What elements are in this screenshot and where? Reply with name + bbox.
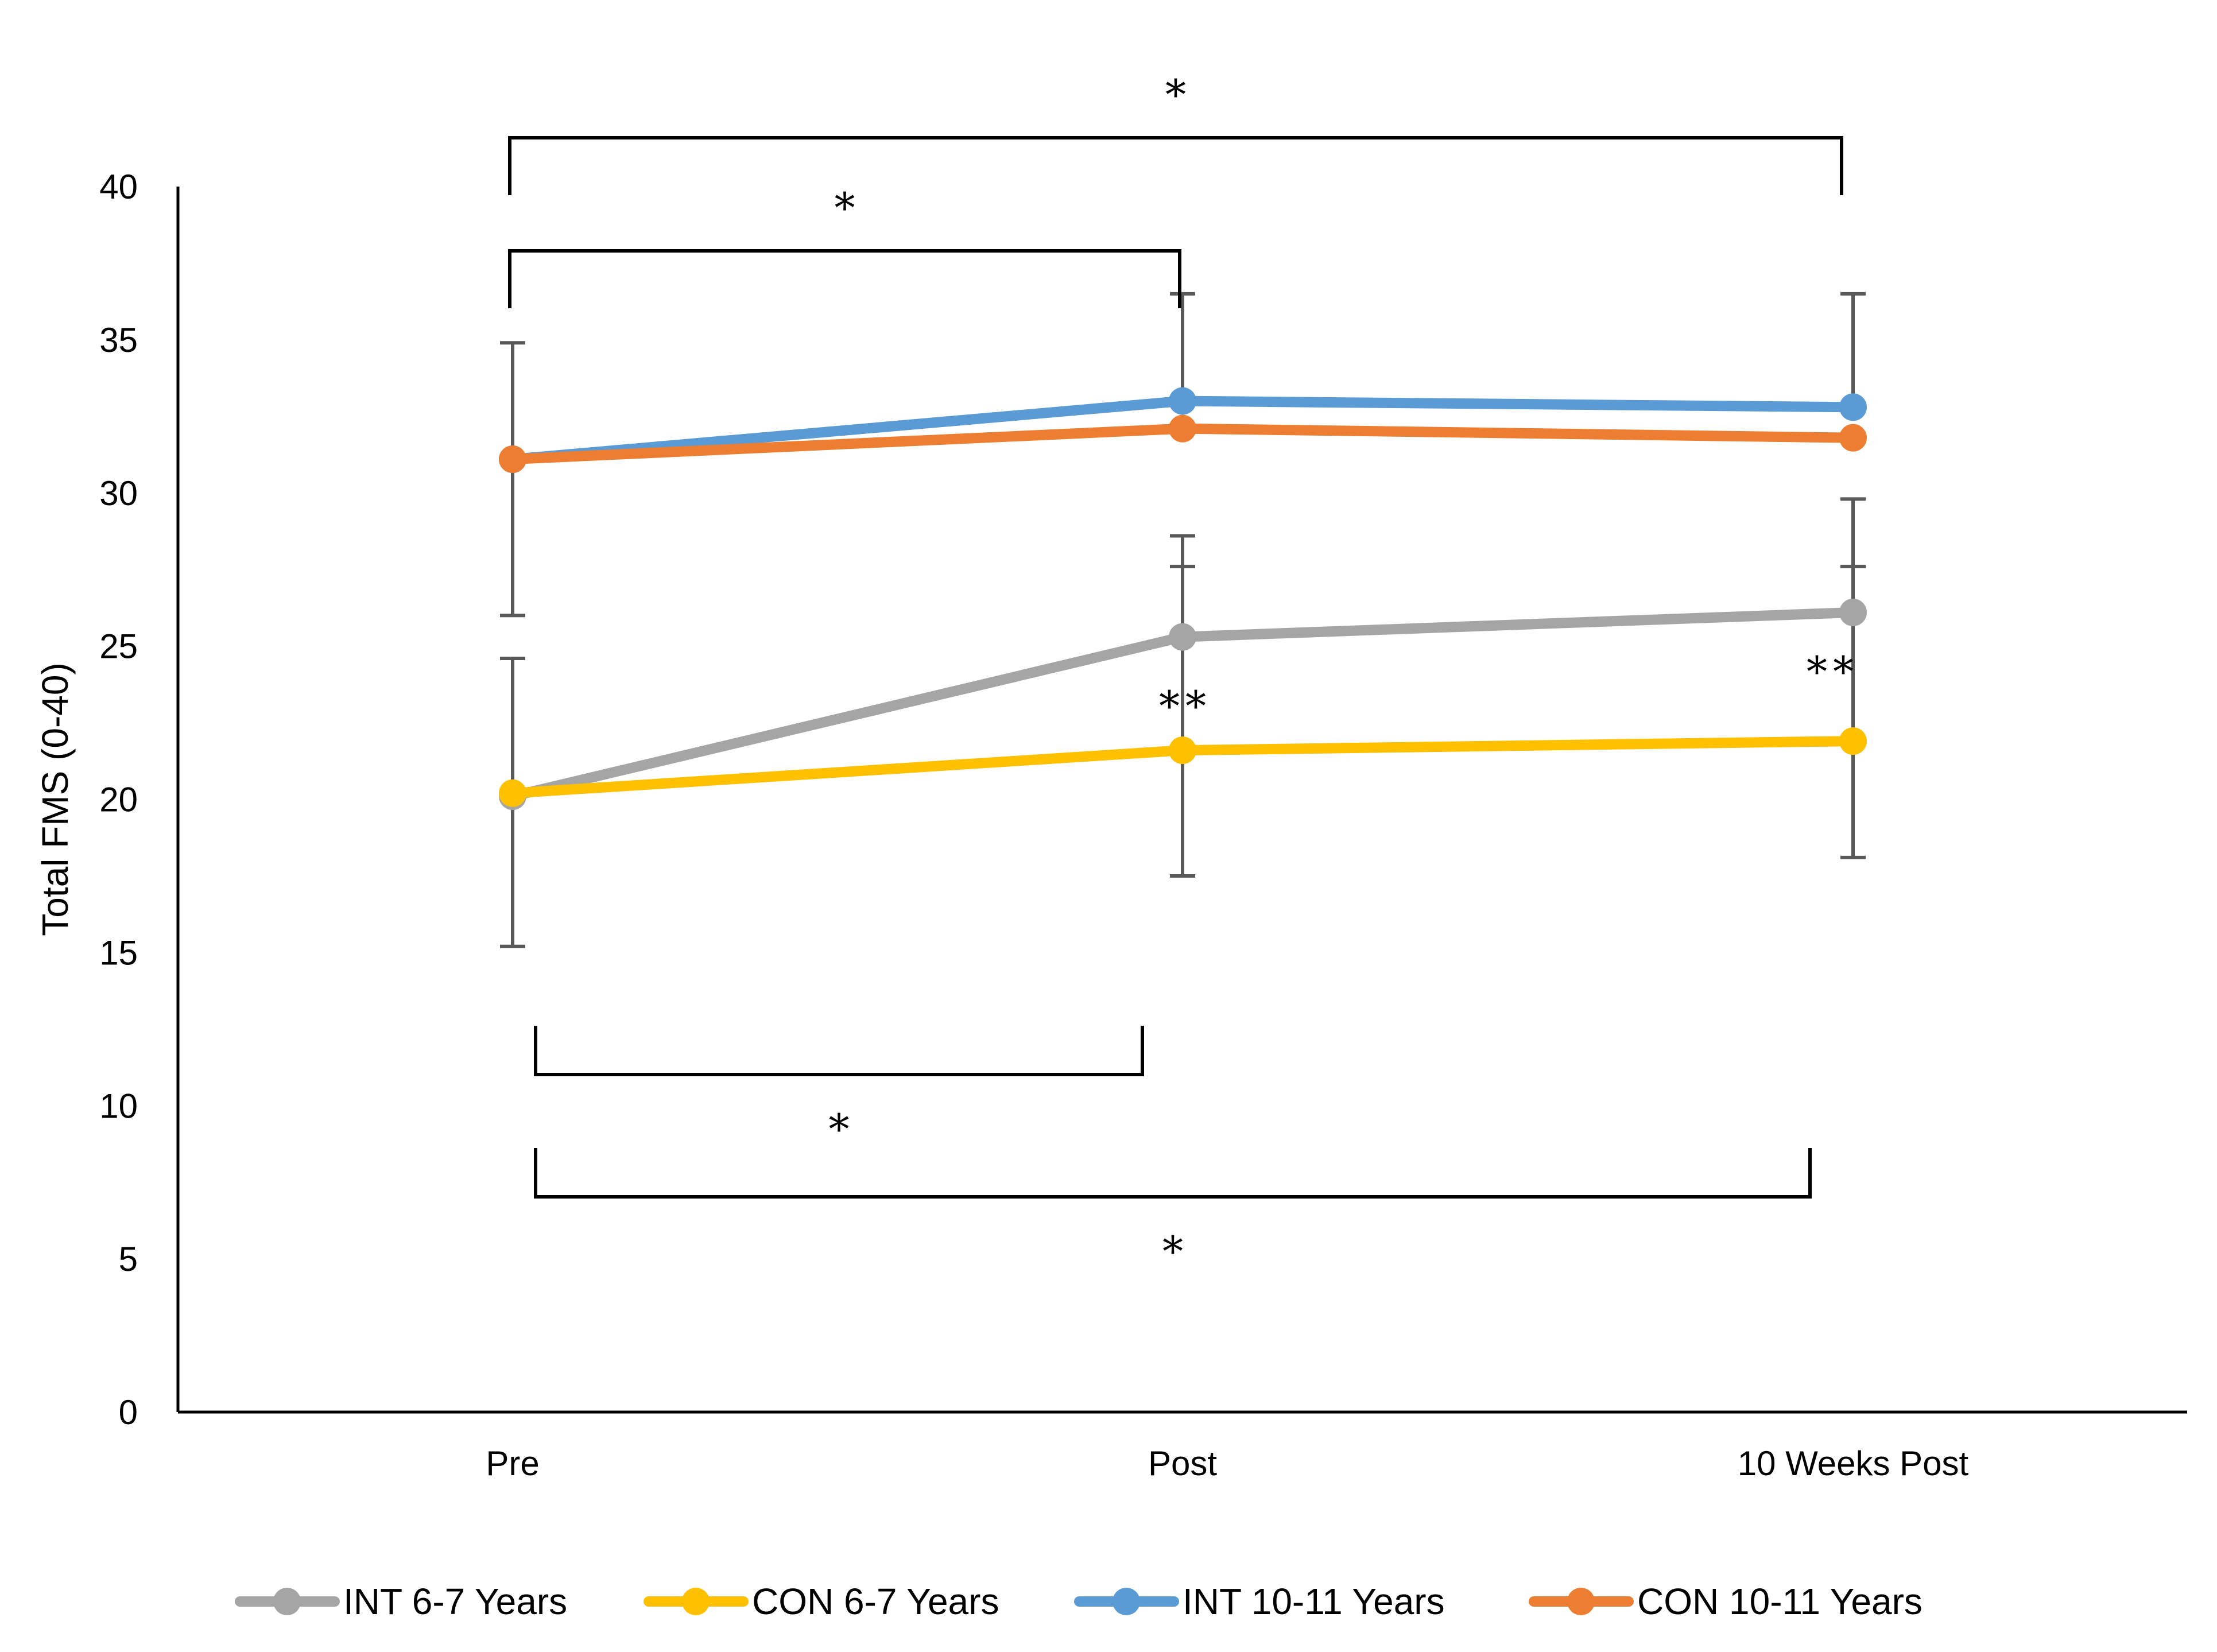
data-point: [499, 445, 526, 474]
y-tick-label: 5: [119, 1240, 138, 1278]
data-point: [1839, 393, 1867, 421]
bracket-pre-10weeks-bottom: [534, 1148, 1812, 1199]
legend-label: CON 10-11 Years: [1637, 1581, 1923, 1622]
legend-swatch-marker: [1113, 1588, 1140, 1615]
x-tick-label: Pre: [486, 1444, 539, 1483]
bracket-pre-post-top: [508, 249, 1181, 308]
data-point: [1839, 598, 1867, 626]
y-axis-title: Total FMS (0-40): [34, 662, 76, 936]
bracket-pre-post-bottom: [534, 1026, 1144, 1076]
y-tick-label: 20: [99, 781, 138, 819]
legend-swatch-marker: [1567, 1588, 1595, 1615]
y-tick-label: 35: [99, 321, 138, 359]
data-point: [1169, 414, 1196, 443]
x-tick-label: Post: [1148, 1444, 1217, 1483]
data-point: [1169, 623, 1196, 651]
y-tick-label: 40: [99, 168, 138, 206]
data-point: [499, 779, 526, 807]
y-tick-label: 25: [99, 627, 138, 666]
marker-10weeks-double: **: [1807, 647, 1859, 696]
legend-swatch-marker: [682, 1588, 710, 1615]
y-tick-label: 15: [99, 933, 138, 972]
significance-star: *: [829, 1105, 850, 1153]
y-tick-label: 10: [99, 1087, 138, 1125]
significance-star: *: [835, 184, 855, 232]
legend-label: INT 10-11 Years: [1183, 1581, 1445, 1622]
data-point: [1169, 736, 1196, 765]
marker-post-double: **: [1159, 682, 1212, 730]
legend-swatch-marker: [273, 1588, 301, 1615]
significance-star: *: [1162, 1227, 1183, 1275]
y-tick-label: 0: [119, 1393, 138, 1432]
data-point: [1169, 387, 1196, 415]
y-tick-label: 30: [99, 474, 138, 513]
significance-star: *: [1165, 71, 1186, 119]
data-point: [1839, 424, 1867, 452]
legend-label: INT 6-7 Years: [343, 1581, 567, 1622]
x-tick-label: 10 Weeks Post: [1738, 1444, 1969, 1483]
legend-label: CON 6-7 Years: [752, 1581, 999, 1622]
bracket-pre-10weeks-top: [508, 136, 1843, 195]
data-point: [1839, 727, 1867, 755]
